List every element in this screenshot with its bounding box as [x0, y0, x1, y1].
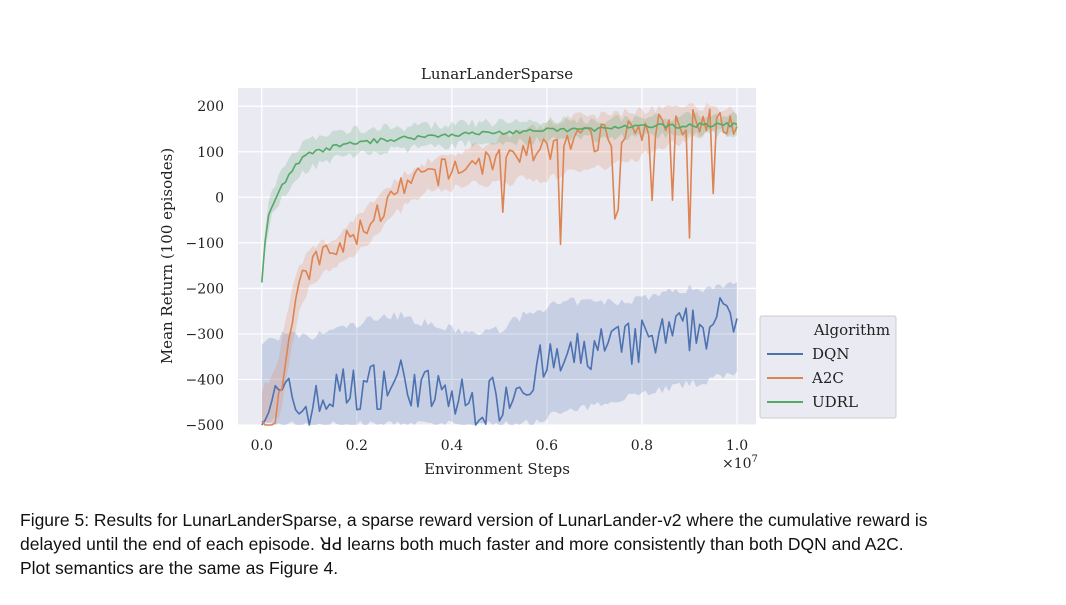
x-tick-label: 0.8	[631, 438, 653, 454]
band-a2c	[261, 102, 737, 425]
x-tick-label: 1.0	[726, 438, 748, 454]
x-tick-label: 0.6	[536, 438, 558, 454]
y-tick-label: −400	[186, 372, 224, 388]
y-tick-label: 0	[215, 190, 224, 206]
x-axis-label: Environment Steps	[424, 460, 570, 478]
caption-line-1: Figure 5: Results for LunarLanderSparse,…	[20, 510, 928, 530]
legend-label-dqn: DQN	[812, 345, 849, 363]
caption-line-3: Plot semantics are the same as Figure 4.	[20, 558, 339, 578]
legend-label-a2c: A2C	[811, 369, 844, 387]
line-dqn	[261, 297, 738, 426]
series-lines	[261, 108, 738, 426]
plot-grid	[238, 88, 756, 426]
x-tick-label: 0.4	[441, 438, 463, 454]
legend-title: Algorithm	[813, 321, 890, 339]
line-a2c	[261, 108, 738, 426]
legend: Algorithm DQN A2C UDRL	[759, 315, 897, 419]
line-udrl	[261, 121, 738, 283]
y-tick-label: 100	[197, 145, 224, 161]
y-tick-label: −500	[186, 418, 224, 434]
y-tick-label: 200	[197, 99, 224, 115]
figure-caption: Figure 5: Results for LunarLanderSparse,…	[20, 508, 1050, 580]
x-multiplier: ×107	[722, 454, 758, 472]
results-figure: 0.0 0.2 0.4 0.6 0.8 1.0 200 100 0 −100 −200 −300 −40…	[158, 65, 897, 478]
y-tick-label: −300	[186, 327, 224, 343]
x-tick-label: 0.0	[251, 438, 273, 454]
legend-label-udrl: UDRL	[812, 393, 858, 411]
y-tick-label: −100	[186, 236, 224, 252]
legend-box	[759, 315, 897, 419]
y-tick-label: −200	[186, 281, 224, 297]
y-axis-label: Mean Return (100 episodes)	[158, 148, 176, 364]
band-dqn	[261, 281, 737, 425]
axis-ticks: 0.0 0.2 0.4 0.6 0.8 1.0 200 100 0 −100 −200 −300 −40…	[186, 99, 749, 454]
chart-title: LunarLanderSparse	[421, 65, 573, 83]
caption-line-2: delayed until the end of each episode. ꓤ…	[20, 534, 904, 554]
confidence-bands	[261, 102, 737, 425]
band-udrl	[261, 111, 737, 287]
x-tick-label: 0.2	[346, 438, 368, 454]
